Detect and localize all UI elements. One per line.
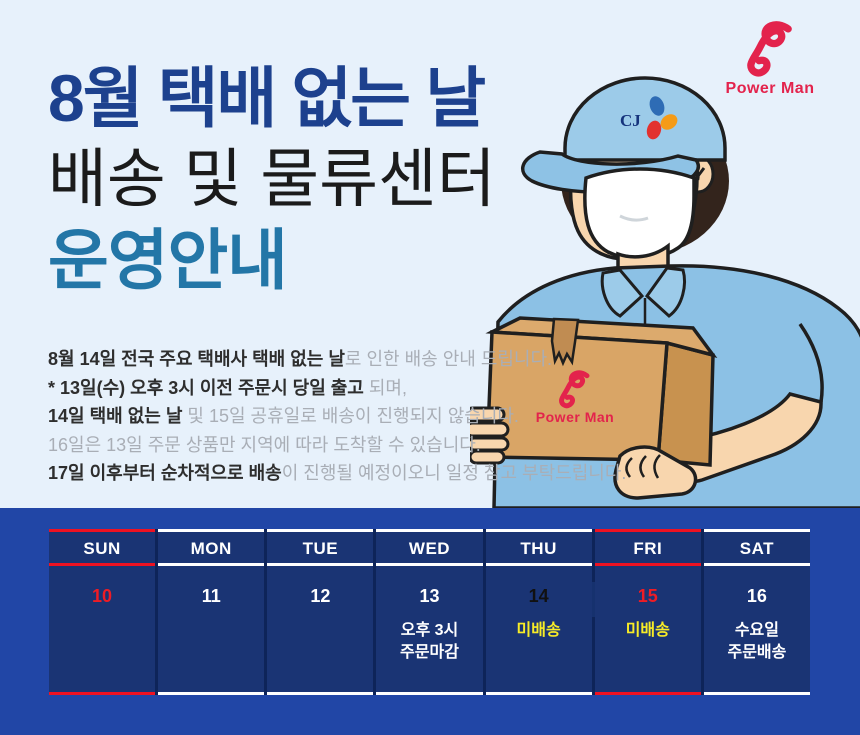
left-hand xyxy=(470,406,510,465)
day-number: 16 xyxy=(746,586,767,606)
day-cell: 12 xyxy=(267,566,374,692)
day-number: 11 xyxy=(201,586,221,606)
calendar-column-sat: SAT 16 수요일 주문배송 xyxy=(703,529,810,695)
sleeve-cuff xyxy=(798,323,824,403)
day-number: 14 xyxy=(528,586,549,606)
cap: CJ xyxy=(521,76,727,195)
day-number: 12 xyxy=(310,586,331,606)
calendar-table: SUN 10 MON 11 xyxy=(49,529,810,695)
capsule-divider xyxy=(592,582,595,617)
day-header: THU xyxy=(485,532,592,566)
day-header: FRI xyxy=(594,532,701,566)
day-cell: 16 수요일 주문배송 xyxy=(703,566,810,692)
title-line-3: 운영안내 xyxy=(48,223,288,297)
day-header: TUE xyxy=(267,532,374,566)
notice-line: 14일 택배 없는 날 및 15일 공휴일로 배송이 진행되지 않습니다. xyxy=(48,406,519,427)
day-header: SUN xyxy=(49,532,156,566)
svg-text:Power Man: Power Man xyxy=(536,409,614,425)
collar-right xyxy=(645,266,686,318)
day-header: SAT xyxy=(703,532,810,566)
cj-cap-logo: CJ xyxy=(620,96,678,140)
calendar-column-fri: FRI 15 미배송 xyxy=(594,529,701,695)
day-note: 수요일 주문배송 xyxy=(727,622,787,661)
brand-logo: Power Man xyxy=(710,18,830,98)
day-number: 13 xyxy=(419,586,440,606)
day-note: 미배송 xyxy=(625,622,670,639)
face-mask xyxy=(583,167,706,261)
powerman-squiggle-icon xyxy=(734,18,806,78)
hero-section: Power Man 8월 택배 없는 날 배송 및 물류센터 운영안내 8월 1… xyxy=(48,18,860,508)
collar-left xyxy=(600,268,645,318)
day-cell: 13 오후 3시 주문마감 xyxy=(376,566,483,692)
schedule-section: SUN 10 MON 11 xyxy=(0,508,860,735)
day-cell: 11 xyxy=(158,566,265,692)
brand-name: Power Man xyxy=(725,80,815,97)
day-number: 15 xyxy=(637,586,658,606)
title-line-1: 8월 택배 없는 날 xyxy=(48,61,486,135)
box-tape xyxy=(550,317,580,367)
notice-line: 17일 이후부터 순차적으로 배송이 진행될 예정이오니 일정 참고 부탁드립니… xyxy=(48,463,627,484)
day-note: 오후 3시 주문마감 xyxy=(400,622,459,661)
day-cell: 14 미배송 xyxy=(485,566,592,692)
notice-text: 8월 14일 전국 주요 택배사 택배 없는 날로 인한 배송 안내 드립니다.… xyxy=(48,345,626,488)
calendar-column-mon: MON 11 xyxy=(158,529,265,695)
notice-line: * 13일(수) 오후 3시 이전 주문시 당일 출고 되며, xyxy=(48,377,407,398)
right-hand xyxy=(613,445,698,500)
notice-line: 16일은 13일 주문 상품만 지역에 따라 도착할 수 있습니다. xyxy=(48,434,481,455)
title-line-2: 배송 및 물류센터 xyxy=(48,143,496,215)
calendar-column-thu: THU 14 미배송 xyxy=(485,529,592,695)
page-title: 8월 택배 없는 날 배송 및 물류센터 운영안내 xyxy=(48,58,496,301)
calendar-column-wed: WED 13 오후 3시 주문마감 xyxy=(376,529,483,695)
notice-line: 8월 14일 전국 주요 택배사 택배 없는 날로 인한 배송 안내 드립니다. xyxy=(48,349,553,369)
day-number: 10 xyxy=(92,586,113,606)
day-cell: 10 xyxy=(49,566,156,692)
delivery-man-illustration: CJ xyxy=(470,76,860,508)
day-header: MON xyxy=(158,532,265,566)
box-logo: Power Man xyxy=(536,373,614,425)
day-cell: 15 미배송 xyxy=(594,566,701,692)
calendar-column-sun: SUN 10 xyxy=(49,529,156,695)
calendar-column-tue: TUE 12 xyxy=(267,529,374,695)
svg-text:CJ: CJ xyxy=(620,111,641,130)
day-note: 미배송 xyxy=(516,622,561,639)
day-header: WED xyxy=(376,532,483,566)
